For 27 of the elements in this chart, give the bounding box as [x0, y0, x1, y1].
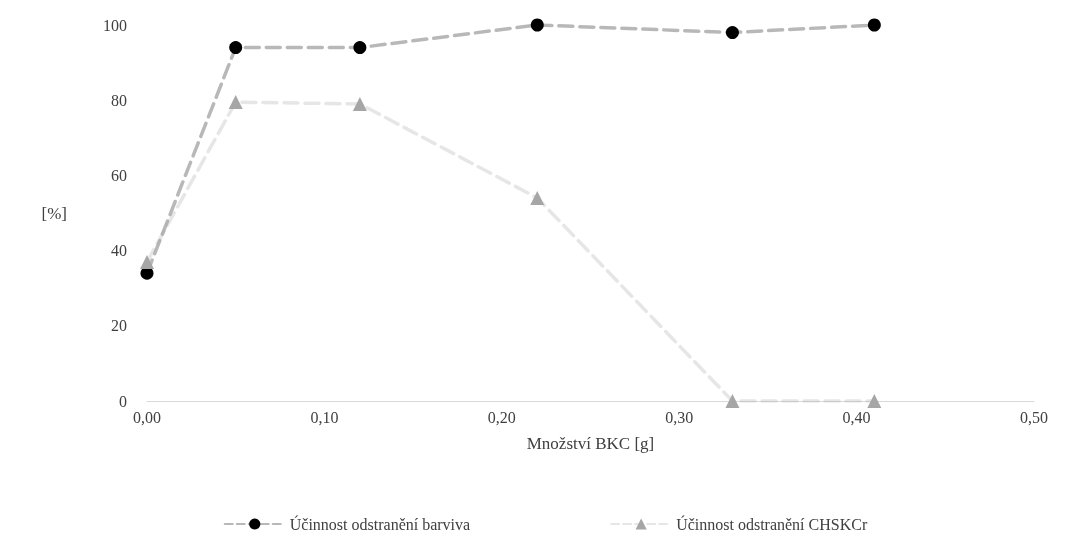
x-tick-label: 0,30: [665, 408, 694, 426]
x-tick-label: 0,00: [133, 408, 161, 426]
legend-label: Účinnost odstranění barviva: [289, 514, 471, 533]
x-tick-label: 0,20: [487, 408, 516, 426]
point: [725, 394, 740, 408]
point: [352, 96, 367, 111]
point: [867, 394, 882, 408]
y-tick-label: 20: [111, 317, 127, 335]
y-tick-label: 0: [119, 392, 127, 410]
point: [353, 41, 367, 55]
point: [725, 26, 739, 40]
y-tick-label: 60: [111, 166, 127, 184]
y-tick-label: 100: [103, 16, 127, 34]
x-axis-title: Množství BKC [g]: [526, 434, 655, 453]
legend-label: Účinnost odstranění CHSKCr: [676, 514, 868, 533]
point: [140, 254, 154, 269]
x-tick-label: 0,10: [310, 408, 339, 426]
point: [229, 41, 243, 55]
point: [228, 95, 243, 110]
x-tick-label: 0,40: [842, 408, 871, 426]
y-tick-label: 40: [111, 242, 127, 260]
point: [867, 18, 881, 32]
y-axis-title: [%]: [41, 203, 67, 223]
point: [530, 190, 545, 205]
point: [530, 18, 544, 32]
x-tick-label: 0,50: [1020, 408, 1048, 426]
y-tick-label: 80: [111, 91, 127, 109]
